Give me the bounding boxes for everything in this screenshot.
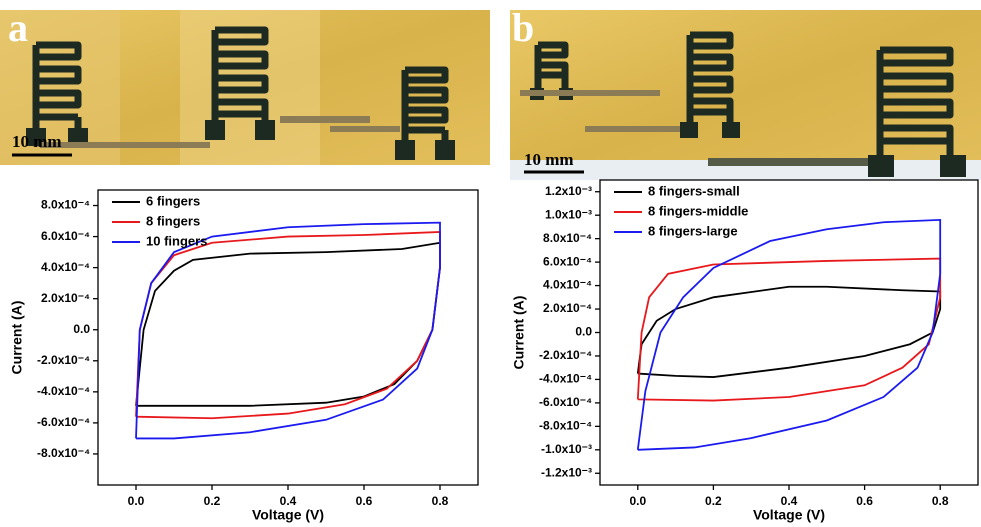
y-tick-label: 1.0x10⁻³ [545,207,592,221]
y-tick-label: -8.0x10⁻⁴ [539,419,592,433]
panel-label: a [8,5,28,50]
x-tick-label: 0.0 [629,494,646,508]
y-tick-label: 6.0x10⁻⁴ [41,229,90,243]
legend-label: 6 fingers [146,193,200,208]
photo-a [0,10,490,165]
scale-bar-label: 10 mm [12,132,62,151]
x-tick-label: 0.6 [856,494,873,508]
y-tick-label: -1.0x10⁻³ [541,442,592,456]
x-tick-label: 0.2 [705,494,722,508]
y-tick-label: -6.0x10⁻⁴ [37,415,90,429]
y-tick-label: -8.0x10⁻⁴ [37,446,90,460]
y-tick-label: -2.0x10⁻⁴ [539,348,592,362]
series-line [636,218,942,451]
x-tick-label: 0.6 [356,494,373,508]
y-axis-label: Current (A) [511,296,527,370]
legend-label: 8 fingers-middle [648,203,748,218]
y-tick-label: 8.0x10⁻⁴ [543,231,592,245]
panel-label: b [512,5,534,50]
x-tick-label: 0.8 [432,494,449,508]
y-tick-label: 8.0x10⁻⁴ [41,198,90,212]
y-tick-label: -6.0x10⁻⁴ [539,395,592,409]
x-tick-label: 0.4 [781,494,798,508]
y-tick-label: 1.2x10⁻³ [545,184,592,198]
series-line [135,221,441,440]
y-tick-label: 4.0x10⁻⁴ [543,278,592,292]
x-axis-label: Voltage (V) [252,507,324,523]
legend-label: 8 fingers [146,213,200,228]
x-tick-label: 0.8 [932,494,949,508]
y-tick-label: -2.0x10⁻⁴ [37,353,90,367]
x-tick-label: 0.4 [280,494,297,508]
x-tick-label: 0.2 [204,494,221,508]
photo-b [510,10,981,180]
y-tick-label: -4.0x10⁻⁴ [539,372,592,386]
y-axis-label: Current (A) [9,301,25,375]
x-axis-label: Voltage (V) [753,507,825,523]
x-tick-label: 0.0 [128,494,145,508]
series-line [636,285,942,378]
legend-label: 10 fingers [146,233,207,248]
y-tick-label: 6.0x10⁻⁴ [543,254,592,268]
y-tick-label: 2.0x10⁻⁴ [41,291,90,305]
y-tick-label: 0.0 [575,325,592,339]
y-tick-label: 0.0 [73,322,90,336]
legend-label: 8 fingers-large [648,223,738,238]
y-tick-label: 2.0x10⁻⁴ [543,301,592,315]
y-tick-label: -4.0x10⁻⁴ [37,384,90,398]
legend-label: 8 fingers-small [648,183,740,198]
y-tick-label: -1.2x10⁻³ [541,465,592,479]
series-line [636,257,942,402]
scale-bar-label: 10 mm [524,150,574,169]
y-tick-label: 4.0x10⁻⁴ [41,260,90,274]
